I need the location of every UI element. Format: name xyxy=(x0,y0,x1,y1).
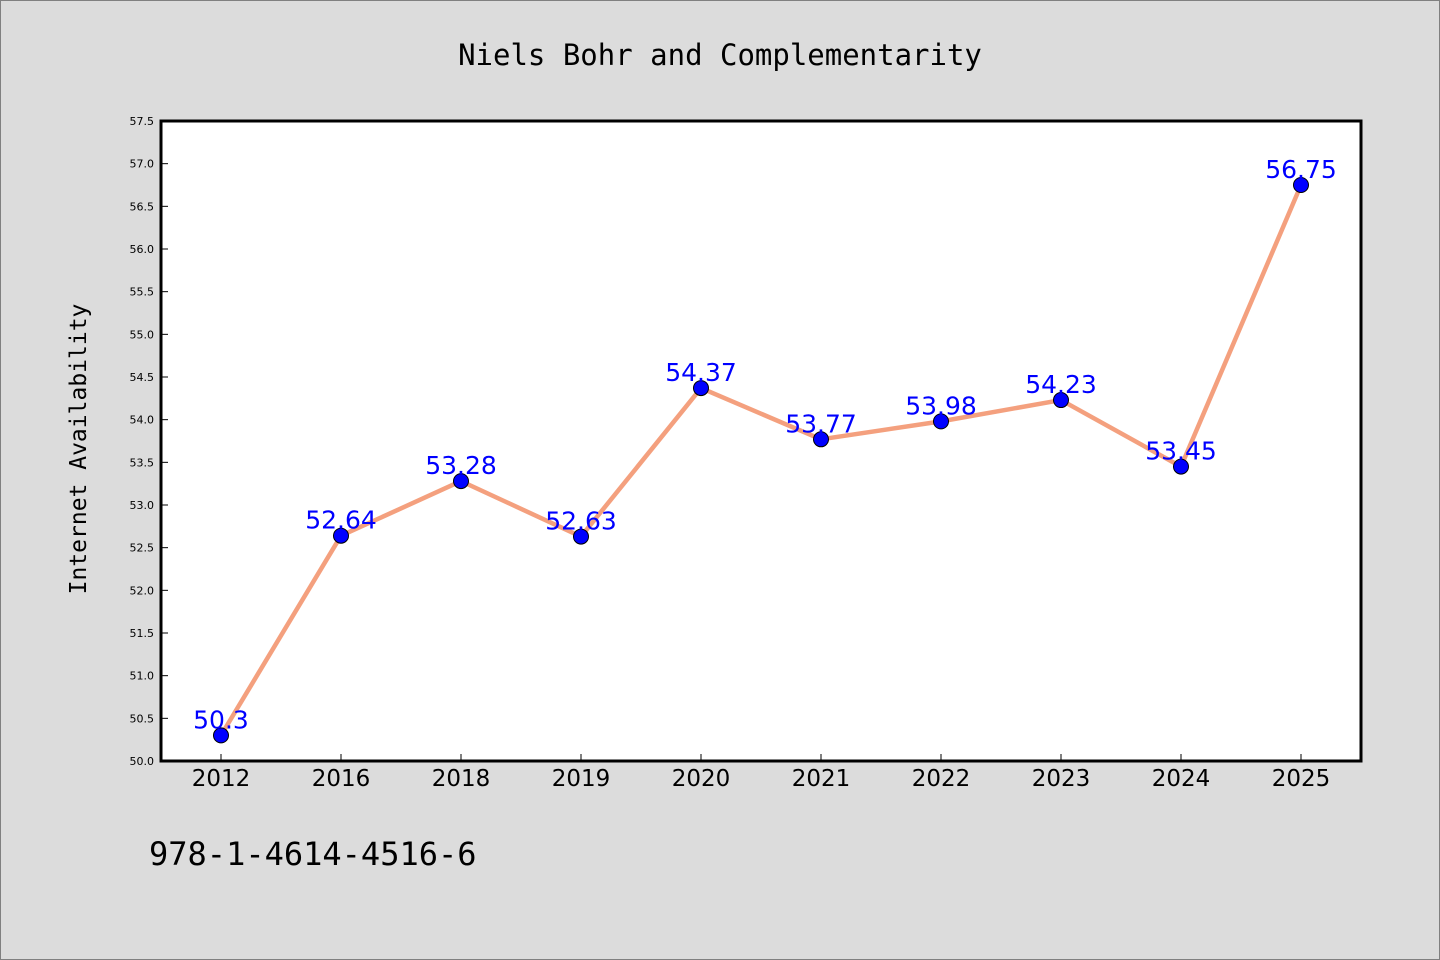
y-tick-label: 50.0 xyxy=(130,755,155,768)
data-point xyxy=(813,431,829,448)
y-tick-label: 54.0 xyxy=(130,414,155,427)
footer-caption: 978-1-4614-4516-6 xyxy=(149,835,477,873)
y-axis-ticks: 50.0 50.5 51.0 51.5 52.0 52.5 53.0 53.5 54.0 54.5… xyxy=(130,115,168,768)
y-tick-label: 52.0 xyxy=(130,584,155,597)
x-tick-label: 2022 xyxy=(912,766,971,792)
x-tick-label: 2025 xyxy=(1272,766,1331,792)
y-tick-label: 52.5 xyxy=(130,542,155,555)
data-point xyxy=(213,727,229,744)
data-label: 53.98 xyxy=(905,391,977,420)
data-label: 50.3 xyxy=(193,705,249,734)
x-tick-label: 2020 xyxy=(672,766,731,792)
y-tick-label: 56.0 xyxy=(130,243,155,256)
data-label: 53.77 xyxy=(785,409,857,438)
x-tick-label: 2021 xyxy=(792,766,851,792)
x-tick-label: 2016 xyxy=(312,766,371,792)
data-label-layer: 50.3 52.64 53.28 52.63 54.37 53.77 53.98 54.23 5… xyxy=(193,155,1337,734)
data-label: 56.75 xyxy=(1265,155,1337,184)
marker-layer xyxy=(213,177,1309,744)
x-tick-label: 2024 xyxy=(1152,766,1211,792)
data-label: 54.37 xyxy=(665,358,737,387)
y-tick-label: 53.0 xyxy=(130,499,155,512)
x-tick-label: 2019 xyxy=(552,766,611,792)
data-label: 53.45 xyxy=(1145,437,1217,466)
plot-frame xyxy=(159,119,1363,763)
y-tick-label: 54.5 xyxy=(130,371,155,384)
y-tick-label: 55.0 xyxy=(130,328,155,341)
data-point xyxy=(333,527,349,544)
y-tick-label: 57.0 xyxy=(130,158,155,171)
x-tick-label: 2018 xyxy=(432,766,491,792)
x-tick-label: 2023 xyxy=(1032,766,1091,792)
x-axis-ticks: 2012 2016 2018 2019 2020 2021 2022 2023 2024 2025 xyxy=(192,754,1331,792)
x-tick-label: 2012 xyxy=(192,766,251,792)
data-point xyxy=(453,473,469,490)
data-point xyxy=(1293,177,1309,193)
y-tick-label: 53.5 xyxy=(130,456,155,469)
data-point xyxy=(933,413,949,430)
y-tick-label: 56.5 xyxy=(130,200,155,213)
data-point xyxy=(573,528,589,545)
data-label: 53.28 xyxy=(425,451,497,480)
y-tick-label: 51.5 xyxy=(130,627,155,640)
series-line xyxy=(219,184,1304,737)
y-tick-label: 51.0 xyxy=(130,670,155,683)
y-tick-label: 50.5 xyxy=(130,712,155,725)
data-point xyxy=(693,380,709,397)
data-point xyxy=(1053,392,1069,409)
plot-area xyxy=(161,121,1361,761)
chart-title: Niels Bohr and Complementarity xyxy=(458,38,982,72)
y-axis-label: Internet Availability xyxy=(66,304,92,595)
data-label: 52.64 xyxy=(305,506,377,535)
series-layer xyxy=(219,184,1304,737)
y-tick-label: 57.5 xyxy=(130,115,155,128)
data-label: 54.23 xyxy=(1025,370,1097,399)
data-point xyxy=(1173,458,1189,475)
y-tick-label: 55.5 xyxy=(130,286,155,299)
data-label: 52.63 xyxy=(545,507,617,536)
